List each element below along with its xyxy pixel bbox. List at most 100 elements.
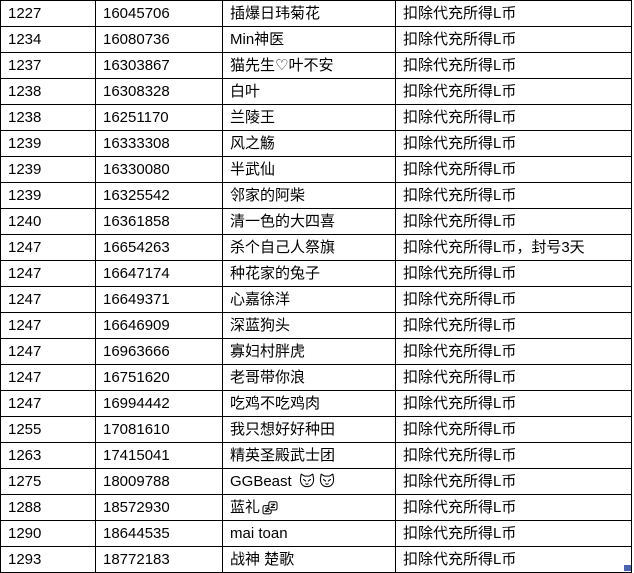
- cell-name[interactable]: 风之觞: [222, 130, 396, 157]
- table-row: 1247 16963666 寡妇村胖虎 扣除代充所得L币: [0, 338, 632, 365]
- name-text: GGBeast: [230, 473, 296, 490]
- cat-face-icon: [318, 472, 336, 489]
- cell-uid[interactable]: 16251170: [95, 104, 223, 131]
- cell-seq[interactable]: 1240: [0, 208, 96, 235]
- cell-action[interactable]: 扣除代充所得L币: [395, 546, 632, 573]
- cell-seq[interactable]: 1247: [0, 338, 96, 365]
- cell-action[interactable]: 扣除代充所得L币: [395, 416, 632, 443]
- cell-uid[interactable]: 16751620: [95, 364, 223, 391]
- cell-uid[interactable]: 16045706: [95, 0, 223, 27]
- cell-action[interactable]: 扣除代充所得L币: [395, 208, 632, 235]
- cell-uid[interactable]: 16647174: [95, 260, 223, 287]
- cell-name[interactable]: 兰陵王: [222, 104, 396, 131]
- seq-text: 1288: [8, 499, 42, 516]
- seq-text: 1247: [8, 317, 42, 334]
- cell-name[interactable]: mai toan: [222, 520, 396, 547]
- cell-uid[interactable]: 16361858: [95, 208, 223, 235]
- cell-action[interactable]: 扣除代充所得L币: [395, 0, 632, 27]
- cell-seq[interactable]: 1275: [0, 468, 96, 495]
- cell-seq[interactable]: 1238: [0, 78, 96, 105]
- cell-seq[interactable]: 1239: [0, 182, 96, 209]
- cell-action[interactable]: 扣除代充所得L币: [395, 338, 632, 365]
- cell-name[interactable]: 杀个自己人祭旗: [222, 234, 396, 261]
- cell-uid[interactable]: 16303867: [95, 52, 223, 79]
- cell-seq[interactable]: 1290: [0, 520, 96, 547]
- cell-name[interactable]: 清一色的大四喜: [222, 208, 396, 235]
- cell-uid[interactable]: 18644535: [95, 520, 223, 547]
- cell-seq[interactable]: 1227: [0, 0, 96, 27]
- cell-action[interactable]: 扣除代充所得L币: [395, 130, 632, 157]
- cell-seq[interactable]: 1237: [0, 52, 96, 79]
- cell-uid[interactable]: 17415041: [95, 442, 223, 469]
- cell-action[interactable]: 扣除代充所得L币: [395, 104, 632, 131]
- cell-uid[interactable]: 16333308: [95, 130, 223, 157]
- cell-uid[interactable]: 17081610: [95, 416, 223, 443]
- uid-text: 16751620: [103, 369, 170, 386]
- cell-name[interactable]: 吃鸡不吃鸡肉: [222, 390, 396, 417]
- cell-uid[interactable]: 18772183: [95, 546, 223, 573]
- cell-name[interactable]: 插爆日玮菊花: [222, 0, 396, 27]
- seq-text: 1263: [8, 447, 42, 464]
- cell-name[interactable]: Min神医: [222, 26, 396, 53]
- cell-action[interactable]: 扣除代充所得L币: [395, 494, 632, 521]
- cell-name[interactable]: 精英圣殿武士团: [222, 442, 396, 469]
- cell-seq[interactable]: 1239: [0, 156, 96, 183]
- cell-name[interactable]: 种花家的兔子: [222, 260, 396, 287]
- cell-seq[interactable]: 1263: [0, 442, 96, 469]
- cell-name[interactable]: 心嘉徐洋: [222, 286, 396, 313]
- cell-uid[interactable]: 16963666: [95, 338, 223, 365]
- action-text: 扣除代充所得L币: [403, 317, 517, 334]
- cell-action[interactable]: 扣除代充所得L币: [395, 156, 632, 183]
- cell-name[interactable]: 猫先生♡叶不安: [222, 52, 396, 79]
- cell-action[interactable]: 扣除代充所得L币: [395, 468, 632, 495]
- cell-uid[interactable]: 16994442: [95, 390, 223, 417]
- cell-action[interactable]: 扣除代充所得L币: [395, 364, 632, 391]
- cell-uid[interactable]: 16325542: [95, 182, 223, 209]
- cell-uid[interactable]: 16308328: [95, 78, 223, 105]
- cell-name[interactable]: 白叶: [222, 78, 396, 105]
- cell-uid[interactable]: 16646909: [95, 312, 223, 339]
- cell-action[interactable]: 扣除代充所得L币: [395, 312, 632, 339]
- cell-name[interactable]: 邻家的阿柴: [222, 182, 396, 209]
- cell-seq[interactable]: 1288: [0, 494, 96, 521]
- cell-action[interactable]: 扣除代充所得L币: [395, 286, 632, 313]
- cell-action[interactable]: 扣除代充所得L币: [395, 390, 632, 417]
- selection-fill-handle[interactable]: [624, 565, 631, 571]
- cell-name[interactable]: 深蓝狗头: [222, 312, 396, 339]
- cell-action[interactable]: 扣除代充所得L币: [395, 182, 632, 209]
- cell-name[interactable]: 我只想好好种田: [222, 416, 396, 443]
- cell-name[interactable]: 寡妇村胖虎: [222, 338, 396, 365]
- cell-seq[interactable]: 1247: [0, 364, 96, 391]
- seq-text: 1275: [8, 473, 42, 490]
- cell-action[interactable]: 扣除代充所得L币: [395, 78, 632, 105]
- cell-action[interactable]: 扣除代充所得L币: [395, 260, 632, 287]
- cell-action[interactable]: 扣除代充所得L币: [395, 52, 632, 79]
- cell-seq[interactable]: 1293: [0, 546, 96, 573]
- table-row: 1239 16325542 邻家的阿柴 扣除代充所得L币: [0, 182, 632, 209]
- cell-seq[interactable]: 1247: [0, 286, 96, 313]
- cell-seq[interactable]: 1247: [0, 260, 96, 287]
- cell-action[interactable]: 扣除代充所得L币: [395, 442, 632, 469]
- cell-seq[interactable]: 1255: [0, 416, 96, 443]
- cell-seq[interactable]: 1239: [0, 130, 96, 157]
- cell-uid[interactable]: 18009788: [95, 468, 223, 495]
- cell-name[interactable]: GGBeast: [222, 468, 396, 495]
- cell-action[interactable]: 扣除代充所得L币: [395, 520, 632, 547]
- cell-uid[interactable]: 16649371: [95, 286, 223, 313]
- cell-seq[interactable]: 1247: [0, 312, 96, 339]
- cell-uid[interactable]: 16080736: [95, 26, 223, 53]
- cell-seq[interactable]: 1234: [0, 26, 96, 53]
- cell-name[interactable]: 蓝礼: [222, 494, 396, 521]
- cell-seq[interactable]: 1238: [0, 104, 96, 131]
- name-text: 心嘉徐洋: [230, 291, 291, 308]
- cell-uid[interactable]: 16330080: [95, 156, 223, 183]
- cell-action[interactable]: 扣除代充所得L币，封号3天: [395, 234, 632, 261]
- cell-seq[interactable]: 1247: [0, 234, 96, 261]
- cell-seq[interactable]: 1247: [0, 390, 96, 417]
- cell-uid[interactable]: 16654263: [95, 234, 223, 261]
- cell-name[interactable]: 战神 楚歌: [222, 546, 396, 573]
- cell-uid[interactable]: 18572930: [95, 494, 223, 521]
- cell-name[interactable]: 老哥带你浪: [222, 364, 396, 391]
- cell-name[interactable]: 半武仙: [222, 156, 396, 183]
- cell-action[interactable]: 扣除代充所得L币: [395, 26, 632, 53]
